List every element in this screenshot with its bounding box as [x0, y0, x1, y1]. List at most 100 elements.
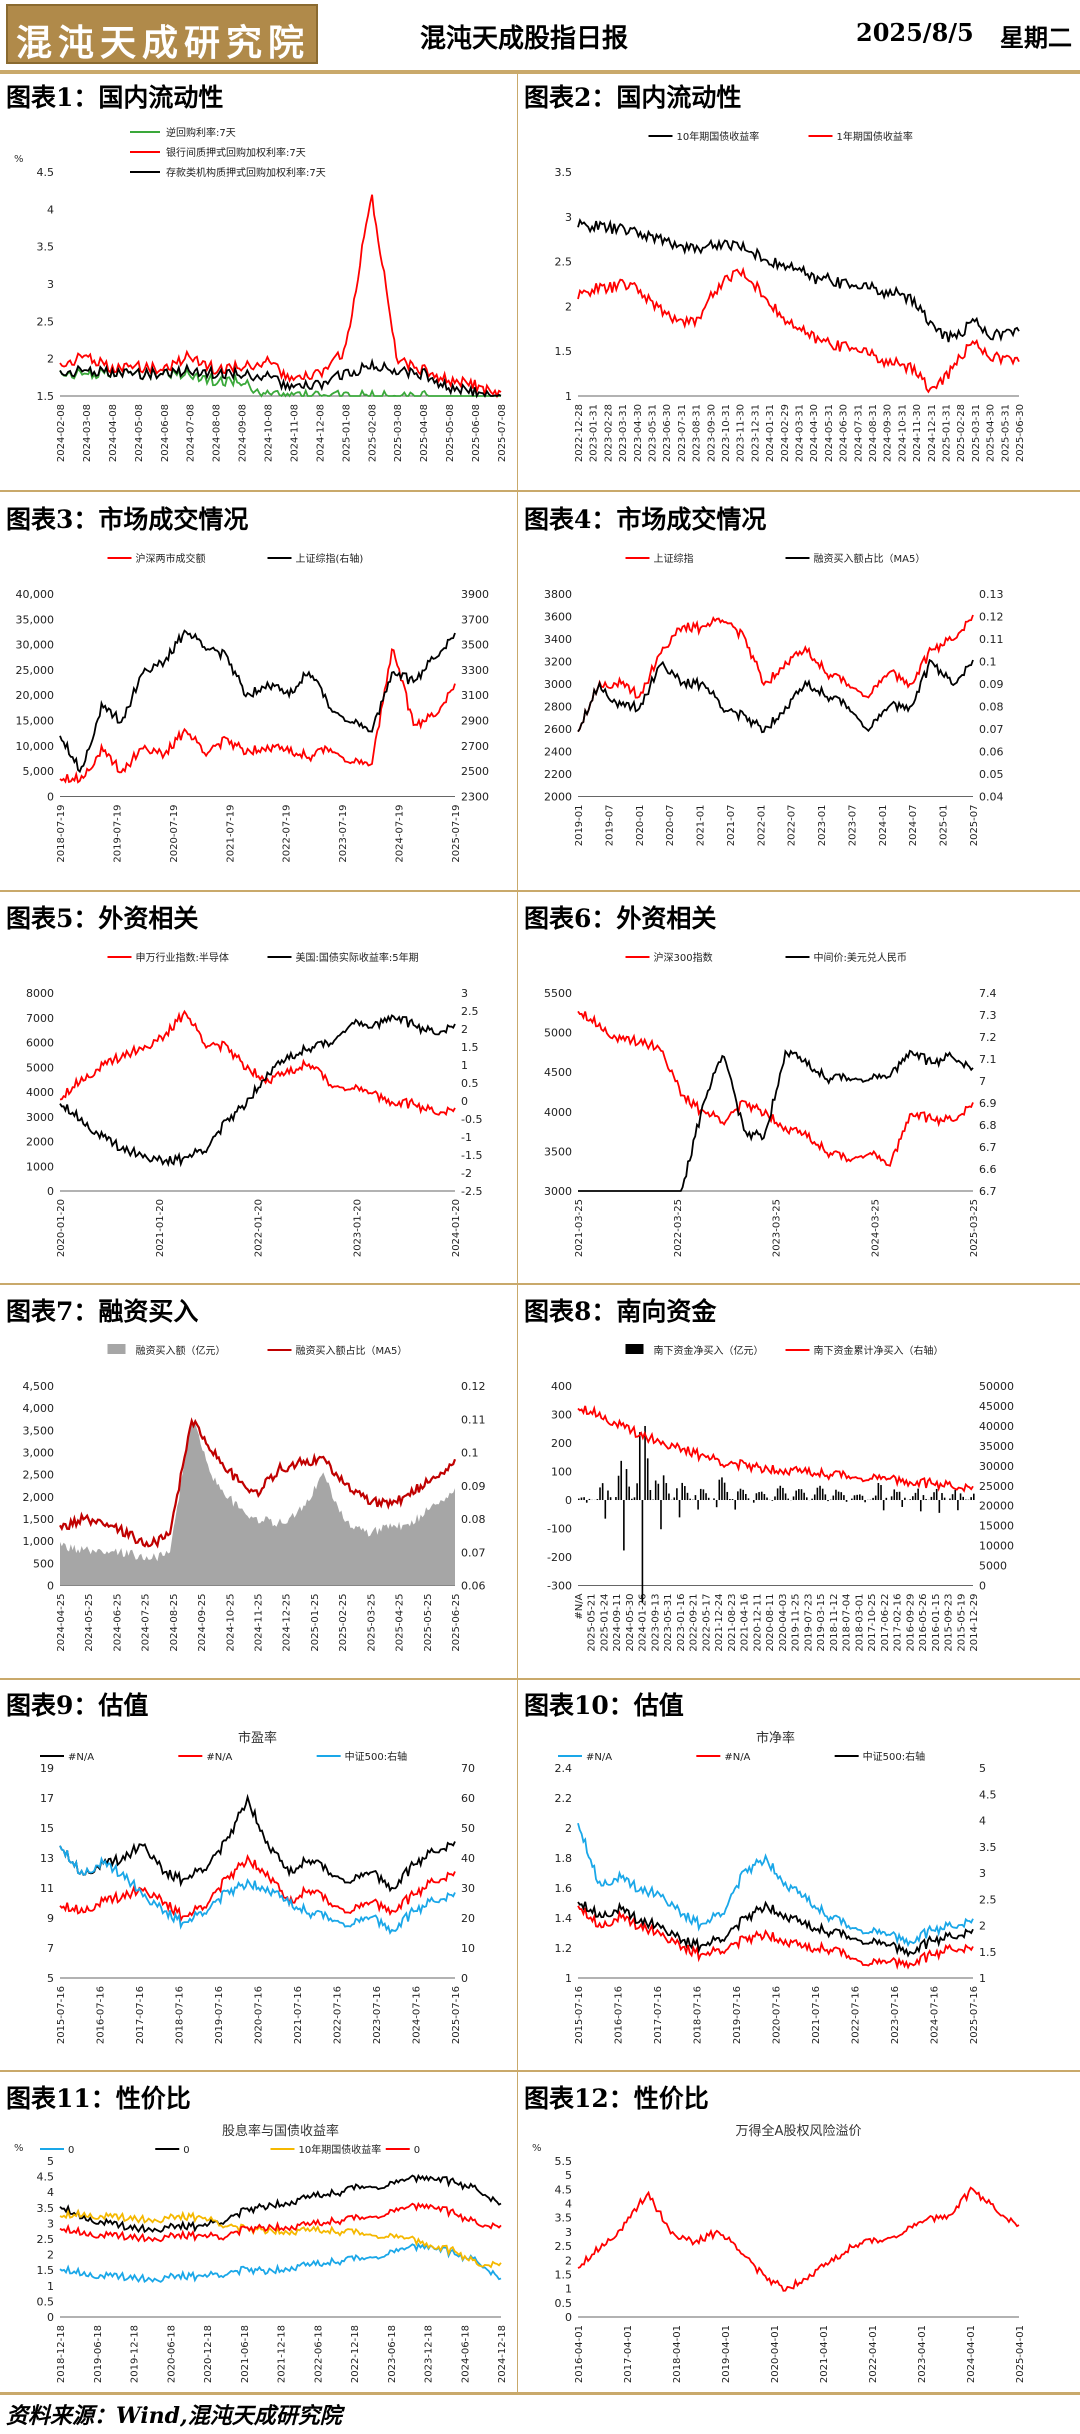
y-tick-label: 1.5: [37, 390, 55, 403]
x-tick-label: 2024-04-25: [56, 1594, 67, 1652]
bar-mark: [885, 1497, 888, 1501]
x-tick-label: 2024-04-01: [966, 2325, 977, 2383]
legend-label: 沪深300指数: [654, 951, 713, 964]
y-tick-label: 0: [47, 790, 54, 803]
chart-panel-2: 图表2：国内流动性 1 1.5 2 2.5 3 3.5 2022-12-28 2023-01-3…: [518, 74, 1035, 492]
y-tick-label: 4: [47, 203, 54, 216]
x-tick-label: 2019-03-15: [816, 1594, 827, 1652]
chart-inner-title: 万得全A股权风险溢价: [736, 2123, 862, 2139]
bar-mark: [800, 1489, 803, 1501]
x-tick-label: 2025-07: [969, 804, 980, 846]
y-tick-label: 0: [565, 2311, 572, 2324]
y2-tick-label: 5000: [979, 1560, 1007, 1573]
bar-mark: [752, 1500, 755, 1503]
bar-mark: [771, 1500, 774, 1501]
series-line: [59, 1845, 456, 1935]
x-tick-label: 2023-07-16: [372, 1986, 383, 2044]
y-tick-label: 0.5: [555, 2297, 573, 2310]
x-tick-label: 2023-01-31: [589, 404, 600, 462]
bar-mark: [859, 1494, 861, 1501]
y2-tick-label: 4: [979, 1815, 986, 1828]
x-tick-label: 2024-08-25: [169, 1594, 180, 1652]
y-tick-label: 4.5: [555, 2183, 573, 2196]
x-tick-label: 2020-07-16: [772, 1986, 783, 2044]
y2-tick-label: 20: [461, 1912, 475, 1925]
x-tick-label: 2022-07: [787, 804, 798, 846]
x-tick-label: 2021-07-16: [293, 1986, 304, 2044]
y-tick-label: 5: [47, 2155, 54, 2168]
x-tick-label: 2021-04-01: [819, 2325, 830, 2383]
bar-mark: [615, 1497, 617, 1501]
y2-tick-label: 35000: [979, 1440, 1014, 1453]
bar-mark: [880, 1485, 882, 1501]
bar-mark: [654, 1480, 657, 1501]
y-tick-label: 4000: [26, 1086, 54, 1099]
chart-svg: 股息率与国债收益率% 0 0.5 1 1.5 2 2.5 3 3.5 4 4.5 5 2018-12-1…: [14, 2123, 508, 2383]
bar-mark: [840, 1492, 843, 1501]
y2-tick-label: 2900: [461, 715, 489, 728]
y-tick-label: 3000: [544, 678, 572, 691]
series-line: [577, 1822, 974, 1948]
y2-tick-label: 10: [461, 1942, 475, 1955]
chart-title: 图表5：外资相关: [6, 904, 199, 933]
series-line: [59, 1853, 456, 1924]
x-tick-label: 2023-01-20: [352, 1199, 363, 1257]
y-tick-label: 17: [40, 1792, 54, 1805]
legend-label: #N/A: [206, 1752, 232, 1763]
x-tick-label: 2022-05-17: [701, 1594, 712, 1652]
x-tick-label: 2020-12-18: [203, 2325, 214, 2383]
bar-mark: [599, 1487, 601, 1501]
x-tick-label: 2021-07-19: [225, 804, 236, 862]
y2-tick-label: 2.5: [461, 1005, 479, 1018]
chart-svg: 0 5,000 10,000 15,000 20,000 25,000 30,000 35,0…: [16, 552, 490, 863]
chart-inner-title: 股息率与国债收益率: [222, 2123, 339, 2139]
series-line: [59, 1014, 456, 1168]
chart-svg: 2000 2200 2400 2600 2800 3000 3200 3400 3600 3800…: [544, 552, 1004, 846]
x-tick-label: 2025-02-28: [956, 404, 967, 462]
x-tick-label: 2024-12-25: [282, 1594, 293, 1652]
y-tick-label: 2800: [544, 700, 572, 713]
y2-tick-label: 0.06: [461, 1580, 486, 1593]
bar-mark: [644, 1425, 646, 1501]
bar-mark: [954, 1489, 957, 1501]
x-tick-label: 2023-02-28: [603, 404, 614, 462]
x-tick-label: 2025-02-25: [338, 1594, 349, 1652]
x-tick-label: 2025-01-31: [942, 404, 953, 462]
y-tick-label: 2,000: [23, 1491, 55, 1504]
x-tick-label: 2018-07-04: [842, 1594, 853, 1652]
y-tick-label: 0: [47, 2311, 54, 2324]
y-tick-label: 200: [551, 1437, 572, 1450]
bar-mark: [678, 1500, 681, 1518]
legend-label: 10年期国债收益率: [299, 2143, 382, 2156]
x-tick-label: 2025-04-25: [395, 1594, 406, 1652]
bar-mark: [787, 1498, 790, 1501]
bar-mark: [901, 1500, 904, 1507]
y-tick-label: 4,500: [23, 1380, 55, 1393]
x-tick-label: 2025-07-16: [451, 1986, 462, 2044]
y2-tick-label: 0.05: [979, 768, 1004, 781]
bar-mark: [925, 1499, 927, 1501]
bar-mark: [686, 1492, 689, 1501]
y2-tick-label: 2700: [461, 740, 489, 753]
y-tick-label: -300: [547, 1580, 572, 1593]
x-tick-label: 2025-05-08: [445, 404, 456, 462]
x-tick-label: 2025-06-25: [451, 1594, 462, 1652]
x-tick-label: 2025-01-24: [599, 1594, 610, 1652]
x-tick-label: 2018-07-19: [56, 804, 67, 862]
x-tick-label: 2024-02-08: [56, 404, 67, 462]
x-tick-label: 2024-03-31: [795, 404, 806, 462]
bar-mark: [718, 1479, 721, 1501]
x-tick-label: 2016-04-01: [574, 2325, 585, 2383]
y2-tick-label: 50: [461, 1822, 475, 1835]
y2-tick-label: 0.04: [979, 790, 1004, 803]
y-tick-label: 2: [565, 1822, 572, 1835]
x-tick-label: 2022-04-01: [868, 2325, 879, 2383]
x-tick-label: 2020-04-01: [770, 2325, 781, 2383]
bar-mark: [660, 1500, 662, 1530]
chart-svg: 0 1000 2000 3000 4000 5000 6000 7000 8000 -2.5 -2 -…: [26, 951, 482, 1257]
chart-title: 图表10：估值: [524, 1691, 684, 1720]
x-tick-label: 2024-03-25: [870, 1199, 881, 1257]
chart-panel-6: 图表6：外资相关 3000 3500 4000 4500 5000 5500 6.7 6.6 6.…: [518, 895, 1035, 1285]
chart-title: 图表4：市场成交情况: [524, 505, 767, 534]
y-tick-label: 1: [565, 1972, 572, 1985]
